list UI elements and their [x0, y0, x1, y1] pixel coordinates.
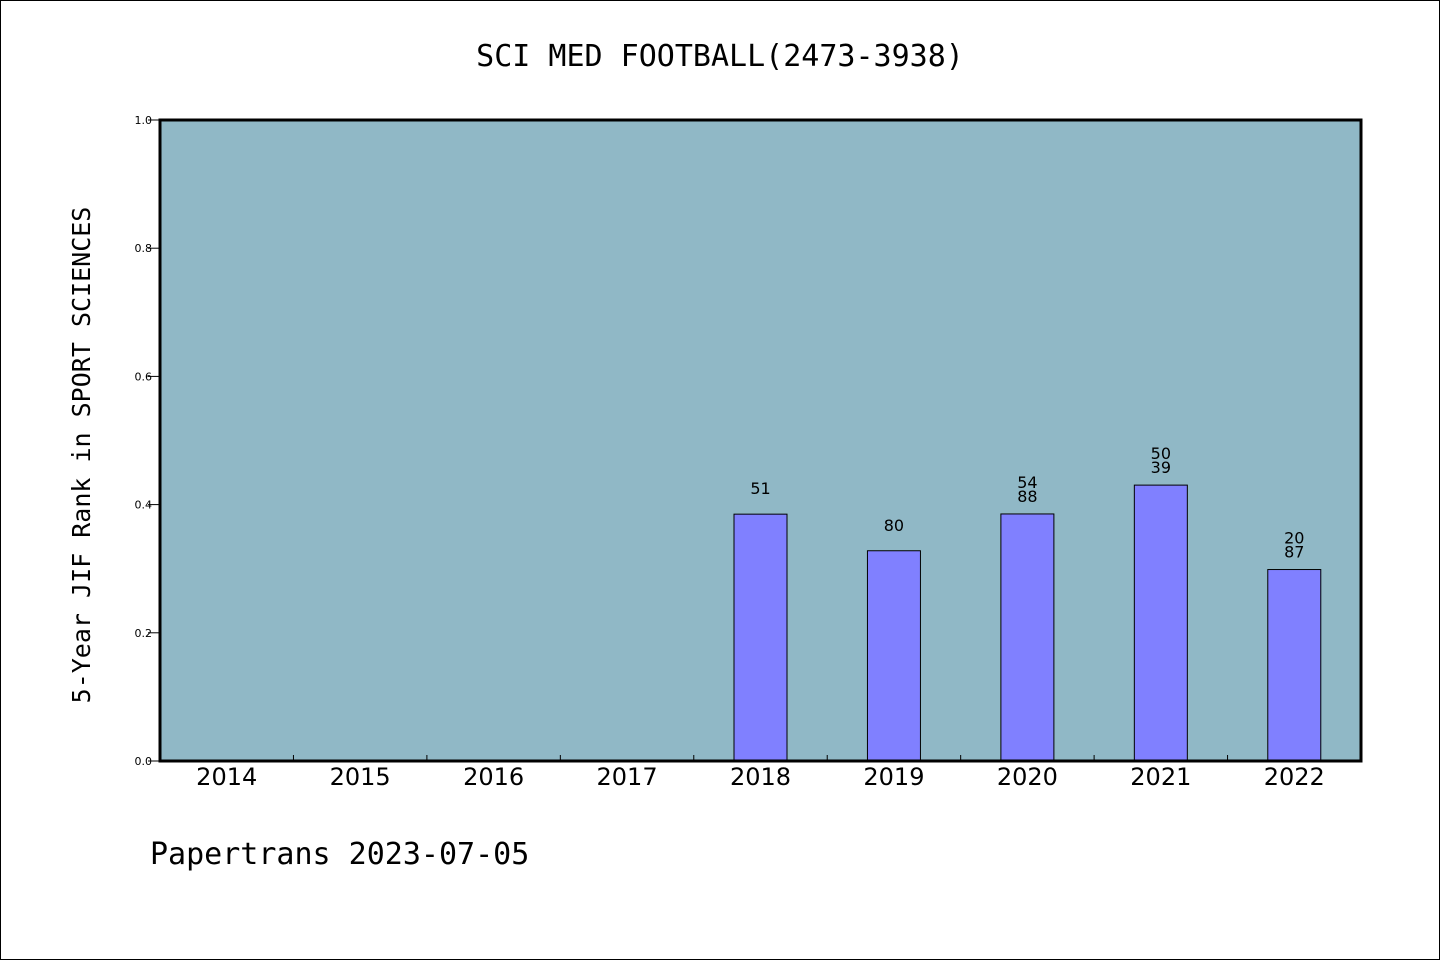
x-tick-label: 2022: [1264, 763, 1325, 791]
y-tick-label: 0.6: [135, 370, 153, 383]
bar-label-2018: 51: [750, 479, 770, 498]
bar-2021: [1133, 484, 1188, 762]
y-tick-label: 0.0: [135, 755, 153, 768]
x-tick-label: 2020: [997, 763, 1058, 791]
bar-label-2021: 39: [1151, 458, 1171, 477]
bar-label-2022: 20: [1284, 529, 1304, 548]
x-axis: 2014 2015 2016 2017 2018 2019 2020 2021 2022: [196, 755, 1325, 791]
y-tick-label: 0.4: [135, 499, 153, 512]
bar-label-2021: 50: [1151, 444, 1171, 463]
x-tick-label: 2019: [863, 763, 924, 791]
x-tick-label: 2015: [330, 763, 391, 791]
footer-text: Papertrans 2023-07-05: [150, 837, 529, 872]
y-axis-label: 5-Year JIF Rank in SPORT SCIENCES: [67, 207, 96, 704]
x-tick-label: 2014: [196, 763, 257, 791]
x-tick-label: 2021: [1130, 763, 1191, 791]
y-tick-label: 1.0: [135, 114, 153, 127]
bar-2019: [866, 550, 921, 762]
plot-border: [158, 118, 1363, 763]
bars: [733, 484, 1322, 762]
bar-2018: [733, 513, 788, 762]
bar-label-2020: 88: [1017, 487, 1037, 506]
bar-2022: [1267, 569, 1322, 762]
bar-label-2019: 80: [884, 516, 904, 535]
x-tick-label: 2017: [597, 763, 658, 791]
chart-title: SCI MED FOOTBALL(2473-3938): [476, 39, 964, 74]
bar-2020: [1000, 513, 1055, 762]
x-tick-label: 2018: [730, 763, 791, 791]
y-axis: 0.0 0.2 0.4 0.6 0.8 1.0: [135, 114, 160, 768]
y-tick-label: 0.8: [135, 242, 153, 255]
bar-label-2022: 87: [1284, 543, 1304, 562]
x-tick-label: 2016: [463, 763, 524, 791]
bar-label-2020: 54: [1017, 473, 1037, 492]
y-tick-label: 0.2: [135, 627, 153, 640]
